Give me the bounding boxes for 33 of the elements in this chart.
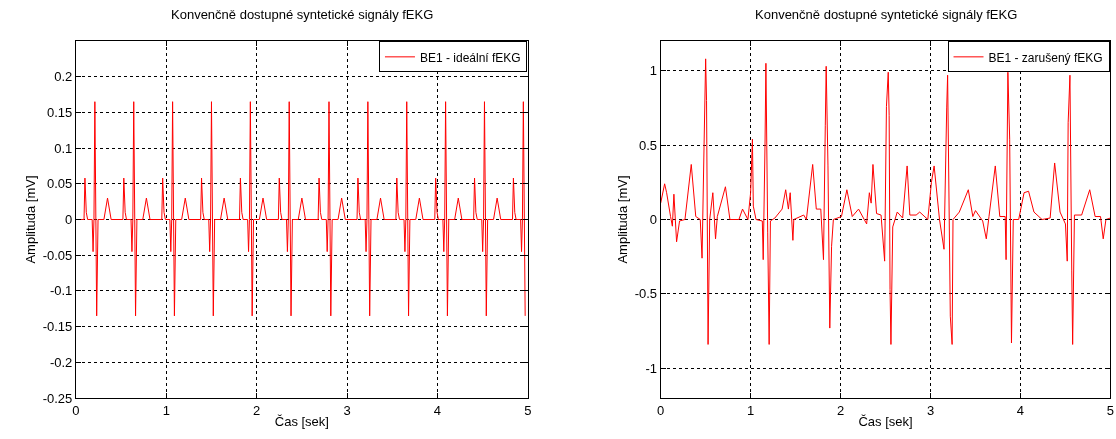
y-tick-label: 0.2 [54, 69, 73, 85]
x-tick-label: 4 [1016, 402, 1025, 418]
x-tick-label: 5 [524, 402, 532, 418]
legend-label: BE1 - ideální fEKG [419, 50, 521, 65]
x-axis-title: Čas [sek] [858, 414, 913, 430]
y-tick-label: 0.5 [638, 137, 658, 153]
y-tick-label: 0.1 [54, 140, 73, 156]
x-tick-label: 2 [253, 402, 261, 418]
x-tick-label: 1 [747, 402, 755, 418]
x-tick-label: 3 [926, 402, 935, 418]
x-tick-label: 4 [433, 402, 442, 418]
y-tick-label: 0 [65, 212, 73, 228]
chart-title: Konvenčně dostupné syntetické signály fEKG [755, 7, 1018, 22]
legend-label: BE1 - zarušený fEKG [988, 50, 1103, 65]
y-tick-label: 1 [649, 63, 658, 79]
y-tick-label: -0.15 [42, 319, 73, 335]
y-tick-label: -0.25 [42, 390, 73, 406]
y-tick-label: 0 [649, 212, 658, 228]
x-tick-label: 3 [343, 402, 351, 418]
x-tick-label: 5 [1106, 402, 1115, 418]
y-tick-label: -1 [645, 360, 658, 376]
chart-title: Konvenčně dostupné syntetické signály fEKG [171, 7, 434, 22]
y-axis-title: Amplituda [mV] [614, 175, 630, 264]
y-tick-label: -0.2 [49, 354, 73, 370]
x-tick-label: 1 [162, 402, 170, 418]
y-tick-label: -0.05 [42, 247, 73, 263]
y-tick-label: 0.15 [46, 104, 73, 120]
y-tick-label: 0.05 [46, 176, 73, 192]
y-tick-label: -0.1 [49, 283, 73, 299]
x-axis-title: Čas [sek] [274, 414, 329, 430]
y-tick-label: -0.5 [634, 286, 658, 302]
y-axis-title: Amplituda [mV] [22, 175, 38, 264]
x-tick-label: 2 [836, 402, 845, 418]
